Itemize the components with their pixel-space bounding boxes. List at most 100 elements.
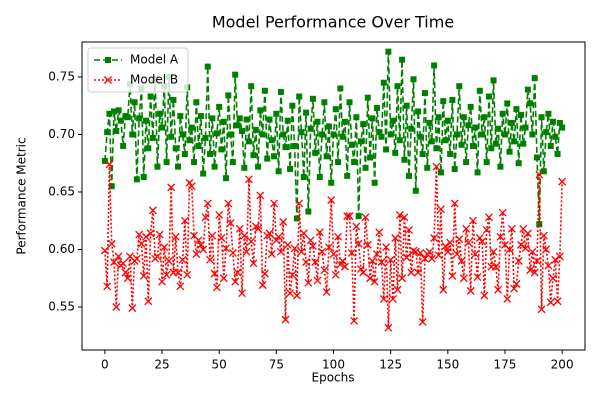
marker (379, 294, 388, 303)
marker (242, 247, 251, 256)
marker (218, 146, 225, 153)
marker (480, 291, 489, 300)
marker (327, 196, 336, 204)
marker (314, 118, 321, 125)
marker (172, 145, 179, 152)
marker (433, 145, 440, 152)
marker (366, 274, 375, 283)
marker (196, 240, 205, 249)
marker (168, 133, 175, 140)
marker (271, 153, 278, 160)
marker (440, 98, 447, 105)
marker (300, 174, 307, 181)
marker (206, 255, 214, 264)
marker (203, 199, 212, 208)
marker (119, 259, 128, 268)
marker (146, 229, 155, 238)
marker (453, 131, 460, 138)
marker (235, 224, 244, 233)
x-tick-label: 200 (551, 358, 574, 372)
marker (215, 211, 224, 219)
marker (275, 168, 282, 175)
marker (488, 145, 495, 152)
marker (298, 129, 305, 136)
marker (306, 236, 315, 245)
marker (505, 245, 514, 254)
marker (290, 244, 299, 253)
marker (344, 172, 351, 179)
marker (528, 247, 537, 256)
marker (476, 87, 483, 94)
marker (315, 228, 324, 237)
marker (186, 137, 193, 144)
marker (450, 199, 459, 208)
marker (120, 142, 127, 149)
marker (268, 137, 275, 144)
marker (339, 133, 346, 140)
marker (255, 163, 262, 170)
x-tick-label: 125 (379, 358, 402, 372)
marker (531, 75, 538, 82)
marker (129, 131, 136, 138)
marker (222, 244, 231, 253)
marker (555, 252, 564, 261)
marker (415, 108, 422, 115)
marker (197, 113, 204, 120)
marker (449, 96, 456, 103)
marker (490, 77, 497, 84)
x-tick-label: 0 (101, 358, 109, 372)
marker (453, 250, 461, 259)
marker (530, 268, 539, 277)
x-tick-label: 25 (154, 358, 169, 372)
marker (512, 280, 521, 288)
marker (311, 258, 320, 267)
marker (553, 297, 562, 306)
marker (348, 141, 355, 148)
marker (337, 85, 344, 92)
marker (170, 96, 177, 103)
marker (226, 219, 235, 227)
marker (471, 250, 480, 259)
marker (489, 247, 498, 256)
marker (291, 142, 298, 149)
marker (274, 232, 283, 241)
marker (552, 133, 559, 140)
marker (187, 182, 196, 191)
marker (247, 237, 256, 246)
marker (260, 269, 269, 278)
marker (448, 271, 457, 280)
marker (295, 199, 304, 208)
marker (132, 254, 141, 263)
marker (212, 283, 221, 292)
marker (289, 102, 296, 109)
y-axis-label: Performance Metric (15, 137, 29, 254)
marker (407, 268, 416, 277)
marker (136, 115, 143, 122)
marker (535, 170, 544, 179)
marker (428, 138, 435, 145)
y-tick-label: 0.55 (48, 299, 75, 313)
marker (479, 131, 486, 138)
marker (343, 212, 352, 221)
marker (238, 289, 247, 298)
marker (478, 237, 487, 246)
y-tick-label: 0.60 (48, 242, 75, 256)
marker (286, 289, 295, 298)
marker (527, 100, 534, 107)
marker (402, 253, 411, 262)
marker (164, 257, 173, 265)
marker (547, 142, 554, 149)
marker (383, 146, 390, 153)
marker (456, 83, 463, 90)
y-tick-label: 0.70 (48, 127, 75, 141)
marker (250, 152, 257, 159)
marker (495, 125, 502, 132)
marker (395, 211, 404, 219)
marker (244, 175, 253, 184)
marker (417, 133, 424, 140)
marker (265, 229, 274, 238)
marker (256, 191, 265, 200)
marker (482, 225, 491, 234)
marker (536, 221, 543, 228)
marker (524, 86, 531, 93)
